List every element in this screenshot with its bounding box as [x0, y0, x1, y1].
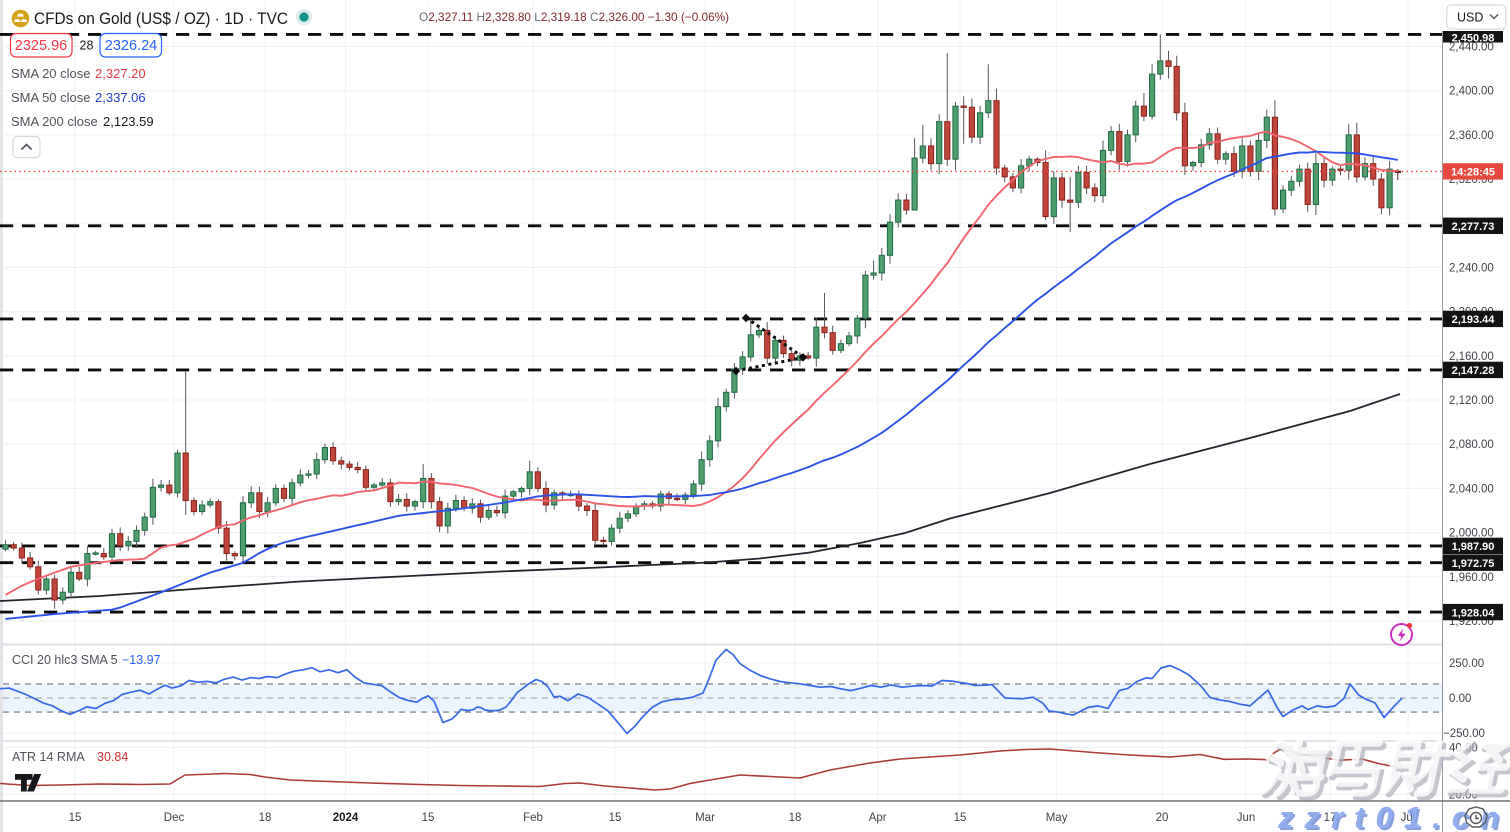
svg-text:SMA 20 close: SMA 20 close: [11, 66, 91, 81]
svg-text:Feb: Feb: [523, 812, 543, 824]
svg-text:Mar: Mar: [695, 812, 715, 824]
svg-text:2,160.00: 2,160.00: [1449, 351, 1494, 363]
svg-text:28: 28: [80, 39, 94, 53]
svg-text:0.00: 0.00: [1449, 693, 1471, 705]
svg-text:Jun: Jun: [1237, 812, 1256, 824]
svg-text:2325.96: 2325.96: [15, 38, 67, 54]
svg-text:2,277.73: 2,277.73: [1452, 221, 1495, 233]
svg-text:SMA 50 close: SMA 50 close: [11, 90, 91, 105]
svg-text:15: 15: [954, 812, 967, 824]
svg-text:2,120.00: 2,120.00: [1449, 395, 1494, 407]
svg-text:CFDs on Gold (US$ / OZ) · 1D ·: CFDs on Gold (US$ / OZ) · 1D · TVC: [34, 10, 288, 28]
svg-text:2,450.98: 2,450.98: [1452, 33, 1495, 45]
svg-text:zzrt01.cn: zzrt01.cn: [1277, 800, 1499, 832]
svg-text:SMA 200 close: SMA 200 close: [11, 114, 98, 129]
svg-text:2,440.00: 2,440.00: [1449, 42, 1494, 54]
svg-text:−13.97: −13.97: [122, 653, 161, 667]
svg-text:15: 15: [609, 812, 622, 824]
svg-text:15: 15: [69, 812, 82, 824]
svg-text:CCI 20 hlc3 SMA 5: CCI 20 hlc3 SMA 5: [12, 653, 118, 667]
svg-text:−250.00: −250.00: [1443, 728, 1485, 740]
svg-text:zzrt01.cn: zzrt01.cn: [1279, 802, 1501, 832]
svg-text:250.00: 250.00: [1449, 658, 1484, 670]
svg-text:1,972.75: 1,972.75: [1452, 558, 1495, 570]
svg-text:USD: USD: [1457, 11, 1483, 25]
svg-text:ATR 14 RMA: ATR 14 RMA: [12, 750, 85, 764]
svg-text:1,987.90: 1,987.90: [1452, 541, 1495, 553]
svg-text:2,337.06: 2,337.06: [95, 90, 146, 105]
svg-text:Dec: Dec: [164, 812, 185, 824]
svg-text:1,960.00: 1,960.00: [1449, 572, 1494, 584]
svg-text:2,240.00: 2,240.00: [1449, 263, 1494, 275]
svg-text:2024: 2024: [333, 812, 359, 824]
svg-text:15: 15: [422, 812, 435, 824]
svg-text:14:28:45: 14:28:45: [1451, 167, 1495, 179]
svg-text:2,400.00: 2,400.00: [1449, 86, 1494, 98]
svg-text:2326.24: 2326.24: [105, 38, 157, 54]
svg-text:May: May: [1046, 812, 1068, 824]
svg-text:17: 17: [1324, 812, 1337, 824]
svg-text:Apr: Apr: [869, 812, 887, 824]
svg-text:18: 18: [789, 812, 802, 824]
svg-text:2,327.20: 2,327.20: [95, 66, 146, 81]
svg-text:2,000.00: 2,000.00: [1449, 528, 1494, 540]
svg-text:2,147.28: 2,147.28: [1452, 365, 1495, 377]
svg-text:18: 18: [259, 812, 272, 824]
svg-text:2,080.00: 2,080.00: [1449, 439, 1494, 451]
svg-text:2,193.44: 2,193.44: [1452, 314, 1496, 326]
svg-text:30.84: 30.84: [97, 750, 128, 764]
svg-text:1,928.04: 1,928.04: [1452, 607, 1496, 619]
svg-text:2,123.59: 2,123.59: [103, 114, 154, 129]
svg-text:Jul: Jul: [1401, 812, 1416, 824]
svg-text:2,360.00: 2,360.00: [1449, 130, 1494, 142]
svg-text:20: 20: [1156, 812, 1169, 824]
svg-text:O2,327.11 H2,328.80 L2,319.18: O2,327.11 H2,328.80 L2,319.18 C2,326.00 …: [419, 10, 729, 24]
svg-text:2,040.00: 2,040.00: [1449, 483, 1494, 495]
